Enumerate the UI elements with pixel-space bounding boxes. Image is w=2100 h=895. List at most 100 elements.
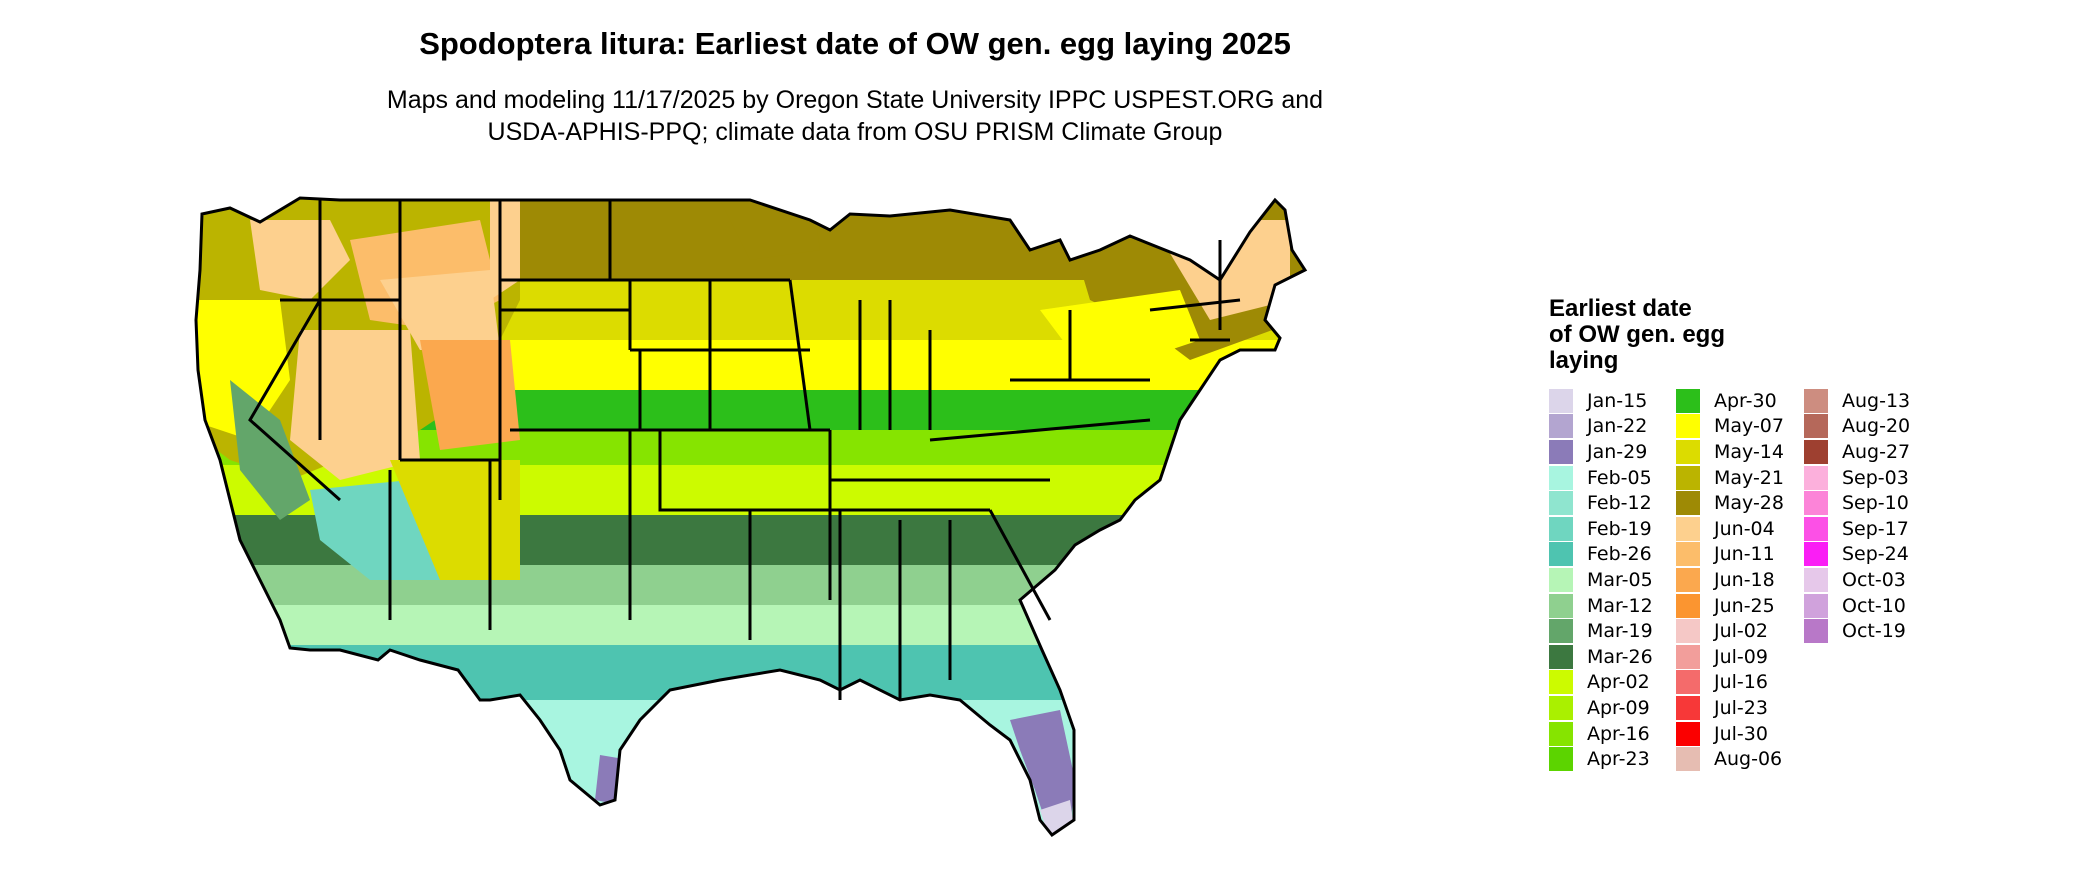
legend-item: May-07 <box>1676 414 1784 440</box>
legend-item: Jul-16 <box>1676 670 1784 696</box>
legend-label: Feb-26 <box>1587 543 1652 566</box>
band-gulf <box>196 645 1305 705</box>
legend-item: Feb-12 <box>1549 490 1653 516</box>
map-title: Spodoptera litura: Earliest date of OW g… <box>419 26 1291 61</box>
state-border <box>988 509 1052 621</box>
legend-label: Jul-09 <box>1714 645 1768 668</box>
legend-item: Mar-05 <box>1549 567 1653 593</box>
legend-label: Apr-30 <box>1714 389 1777 412</box>
legend-swatch <box>1676 465 1700 490</box>
legend-label: Jul-02 <box>1714 620 1768 643</box>
legend-swatch <box>1804 516 1828 541</box>
legend-swatch <box>1804 619 1828 644</box>
legend-label: May-28 <box>1714 492 1784 515</box>
legend-swatch <box>1549 695 1573 720</box>
legend-label: Jul-30 <box>1714 722 1768 745</box>
legend-swatch <box>1804 388 1828 413</box>
legend-label: Jan-29 <box>1587 440 1648 463</box>
state-border <box>788 279 812 431</box>
legend-label: Jan-15 <box>1587 389 1648 412</box>
legend-label: Apr-23 <box>1587 748 1650 771</box>
legend-title: Earliest date of OW gen. egg laying <box>1549 296 1769 374</box>
legend-label: Sep-24 <box>1842 543 1909 566</box>
legend-swatch <box>1549 439 1573 464</box>
legend-label: Sep-10 <box>1842 492 1909 515</box>
legend-item: Mar-26 <box>1549 644 1653 670</box>
legend-label: May-07 <box>1714 415 1784 438</box>
cascades-patch <box>250 220 350 300</box>
legend-swatch <box>1549 619 1573 644</box>
great-basin-patch <box>196 300 290 440</box>
legend-swatch <box>1676 491 1700 516</box>
legend-swatch <box>1549 747 1573 772</box>
legend-swatch <box>1804 593 1828 618</box>
legend-item: Apr-16 <box>1549 721 1653 747</box>
legend-label: May-14 <box>1714 440 1784 463</box>
legend-swatch <box>1676 695 1700 720</box>
legend-label: Jul-16 <box>1714 671 1768 694</box>
legend-swatch <box>1549 670 1573 695</box>
legend-item: Jul-23 <box>1676 695 1784 721</box>
legend-item: Mar-19 <box>1549 618 1653 644</box>
legend-swatch <box>1549 414 1573 439</box>
legend-column: Apr-30 May-07 May-14 May-21 May-28 Jun-04 Jun-… <box>1676 388 1784 772</box>
legend-swatch <box>1676 439 1700 464</box>
legend-item: Mar-12 <box>1549 593 1653 619</box>
legend-label: Jun-25 <box>1714 594 1775 617</box>
legend-item: Apr-02 <box>1549 670 1653 696</box>
legend-swatch <box>1676 567 1700 592</box>
legend-item: Feb-26 <box>1549 542 1653 568</box>
legend-label: Aug-27 <box>1842 440 1911 463</box>
legend-column: Jan-15 Jan-22 Jan-29 Feb-05 Feb-12 Feb-19 Feb-… <box>1549 388 1653 772</box>
california-valley <box>230 380 310 520</box>
legend-label: Aug-20 <box>1842 415 1911 438</box>
legend-swatch <box>1804 491 1828 516</box>
legend-item: Oct-10 <box>1804 593 1910 619</box>
legend-item: Jul-09 <box>1676 644 1784 670</box>
legend-item: Sep-24 <box>1804 542 1910 568</box>
legend-label: Feb-19 <box>1587 517 1652 540</box>
state-border <box>1149 298 1241 312</box>
legend-column: Aug-13 Aug-20 Aug-27 Sep-03 Sep-10 Sep-17 Sep-… <box>1804 388 1910 644</box>
band-south-tip <box>196 700 1305 835</box>
legend-item: Aug-27 <box>1804 439 1910 465</box>
legend-swatch <box>1549 644 1573 669</box>
legend-label: Aug-06 <box>1714 748 1783 771</box>
legend-item: Aug-20 <box>1804 414 1910 440</box>
legend-label: Mar-12 <box>1587 594 1653 617</box>
legend-item: May-14 <box>1676 439 1784 465</box>
legend-label: Aug-13 <box>1842 389 1911 412</box>
legend-swatch <box>1549 465 1573 490</box>
legend-item: Apr-30 <box>1676 388 1784 414</box>
legend-label: Jan-22 <box>1587 415 1648 438</box>
legend-item: Apr-23 <box>1549 746 1653 772</box>
new-mexico-patch <box>390 460 520 580</box>
legend-swatch <box>1804 465 1828 490</box>
map-raster <box>196 198 1305 835</box>
legend-swatch <box>1676 644 1700 669</box>
legend-item: Apr-09 <box>1549 695 1653 721</box>
legend-item: Jul-02 <box>1676 618 1784 644</box>
legend-swatch <box>1676 414 1700 439</box>
legend-title-line-3: laying <box>1549 347 1619 374</box>
legend-swatch <box>1804 542 1828 567</box>
legend-swatch <box>1676 619 1700 644</box>
legend-label: Jun-04 <box>1714 517 1775 540</box>
legend-item: Aug-13 <box>1804 388 1910 414</box>
legend-item: Sep-10 <box>1804 490 1910 516</box>
legend-label: Mar-05 <box>1587 568 1653 591</box>
legend-label: Apr-02 <box>1587 671 1650 694</box>
legend-swatch <box>1549 388 1573 413</box>
us-phenology-map <box>194 196 1307 837</box>
legend-swatch <box>1549 491 1573 516</box>
legend-label: Oct-19 <box>1842 620 1906 643</box>
legend-swatch <box>1676 721 1700 746</box>
legend-label: Oct-03 <box>1842 568 1906 591</box>
legend-label: May-21 <box>1714 466 1784 489</box>
legend-item: May-21 <box>1676 465 1784 491</box>
legend-label: Apr-16 <box>1587 722 1650 745</box>
subtitle-line-2: USDA-APHIS-PPQ; climate data from OSU PR… <box>487 118 1223 146</box>
legend-item: Feb-19 <box>1549 516 1653 542</box>
legend-label: Jul-23 <box>1714 696 1768 719</box>
legend-swatch <box>1676 670 1700 695</box>
